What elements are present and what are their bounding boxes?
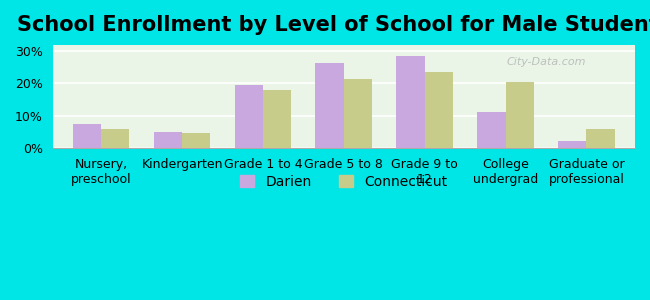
Bar — [73, 124, 101, 148]
Bar — [315, 63, 344, 148]
Bar — [153, 132, 182, 148]
Text: City-Data.com: City-Data.com — [507, 57, 586, 67]
Bar — [424, 72, 453, 148]
Bar — [506, 82, 534, 148]
Bar — [263, 90, 291, 148]
Bar — [586, 128, 615, 148]
Title: School Enrollment by Level of School for Male Students: School Enrollment by Level of School for… — [17, 15, 650, 35]
Bar — [101, 128, 129, 148]
Bar — [558, 141, 586, 148]
Bar — [477, 112, 506, 148]
Legend: Darien, Connecticut: Darien, Connecticut — [235, 169, 453, 194]
Bar — [344, 79, 372, 148]
Bar — [396, 56, 424, 148]
Bar — [182, 133, 211, 148]
Bar — [235, 85, 263, 148]
